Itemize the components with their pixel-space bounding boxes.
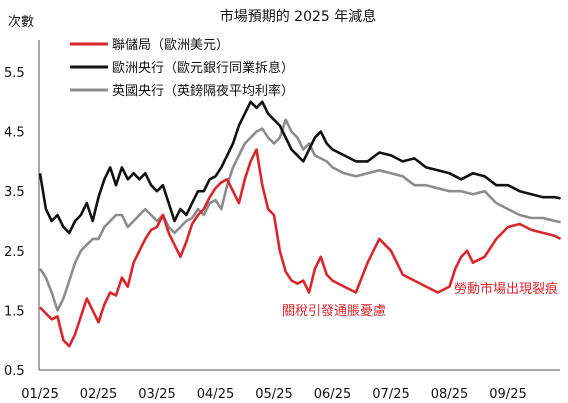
x-tick-label: 08/25 <box>431 387 468 402</box>
x-tick-label: 02/25 <box>80 387 117 402</box>
y-tick-label: 2.5 <box>4 245 25 260</box>
x-tick-label: 05/25 <box>255 387 292 402</box>
legend-label-boe: 英國央行（英鎊隔夜平均利率） <box>112 83 294 99</box>
x-axis-ticks: 01/25 02/25 03/25 04/25 05/25 06/25 07/25 08/25… <box>21 387 526 402</box>
x-tick-label: 01/25 <box>21 387 58 402</box>
x-tick-label: 03/25 <box>138 387 175 402</box>
y-tick-label: 1.5 <box>4 304 25 319</box>
x-tick-label: 09/25 <box>489 387 526 402</box>
y-axis-label: 次數 <box>8 14 34 30</box>
annotation-labor-market: 勞動市場出現裂痕 <box>454 281 558 297</box>
chart-title: 市場預期的 2025 年減息 <box>220 8 377 25</box>
series-line-ecb <box>38 100 561 235</box>
y-axis-ticks: 0.5 1.5 2.5 3.5 4.5 5.5 <box>4 66 25 379</box>
x-tick-label: 07/25 <box>372 387 409 402</box>
x-tick-label: 06/25 <box>314 387 351 402</box>
series-lines <box>38 100 562 348</box>
y-tick-label: 5.5 <box>4 66 25 81</box>
series-line-boe <box>38 118 561 312</box>
y-tick-label: 3.5 <box>4 185 25 200</box>
legend: 聯儲局（歐洲美元） 歐洲央行（歐元銀行同業拆息） 英國央行（英鎊隔夜平均利率） <box>70 38 294 99</box>
legend-label-fed: 聯儲局（歐洲美元） <box>112 38 229 53</box>
legend-label-ecb: 歐洲央行（歐元銀行同業拆息） <box>112 60 294 76</box>
annotation-tariff-inflation: 關稅引發通脹憂慮 <box>282 304 386 319</box>
series-line-fed <box>39 148 562 348</box>
y-tick-label: 0.5 <box>4 364 25 379</box>
y-tick-label: 4.5 <box>4 126 25 141</box>
x-tick-label: 04/25 <box>197 387 234 402</box>
